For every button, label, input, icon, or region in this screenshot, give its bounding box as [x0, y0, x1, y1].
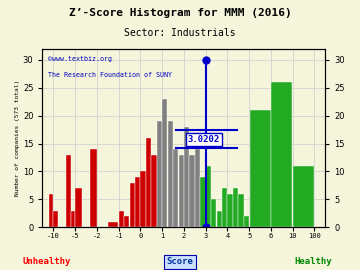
Bar	[49, 194, 53, 227]
Bar	[67, 155, 71, 227]
Bar	[238, 194, 244, 227]
Bar	[146, 138, 151, 227]
Bar	[124, 216, 129, 227]
Bar	[195, 149, 200, 227]
Bar	[71, 211, 75, 227]
Text: Z’-Score Histogram for MMM (2016): Z’-Score Histogram for MMM (2016)	[69, 8, 291, 18]
Text: The Research Foundation of SUNY: The Research Foundation of SUNY	[48, 72, 172, 78]
Bar	[189, 155, 195, 227]
Bar	[53, 211, 58, 227]
Bar	[233, 188, 238, 227]
Text: 3.0202: 3.0202	[188, 135, 220, 144]
Bar	[184, 127, 189, 227]
Text: ©www.textbiz.org: ©www.textbiz.org	[48, 56, 112, 62]
Bar	[271, 82, 292, 227]
Bar	[168, 121, 173, 227]
Bar	[217, 211, 222, 227]
Bar	[162, 99, 167, 227]
Text: Sector: Industrials: Sector: Industrials	[124, 28, 236, 38]
Bar	[157, 121, 162, 227]
Text: Unhealthy: Unhealthy	[23, 258, 71, 266]
Bar	[206, 166, 211, 227]
Bar	[151, 155, 157, 227]
Bar	[90, 149, 97, 227]
Bar	[293, 166, 314, 227]
Bar	[173, 149, 178, 227]
Bar	[222, 188, 227, 227]
Bar	[135, 177, 140, 227]
Bar	[119, 211, 124, 227]
Bar	[211, 199, 216, 227]
Bar	[200, 177, 206, 227]
Bar	[140, 171, 146, 227]
Bar	[75, 188, 82, 227]
Bar	[244, 216, 249, 227]
Text: Score: Score	[167, 258, 193, 266]
Bar	[179, 155, 184, 227]
Y-axis label: Number of companies (573 total): Number of companies (573 total)	[15, 80, 20, 196]
Bar	[249, 110, 271, 227]
Text: Healthy: Healthy	[294, 258, 332, 266]
Bar	[130, 183, 135, 227]
Bar	[228, 194, 233, 227]
Bar	[108, 222, 118, 227]
